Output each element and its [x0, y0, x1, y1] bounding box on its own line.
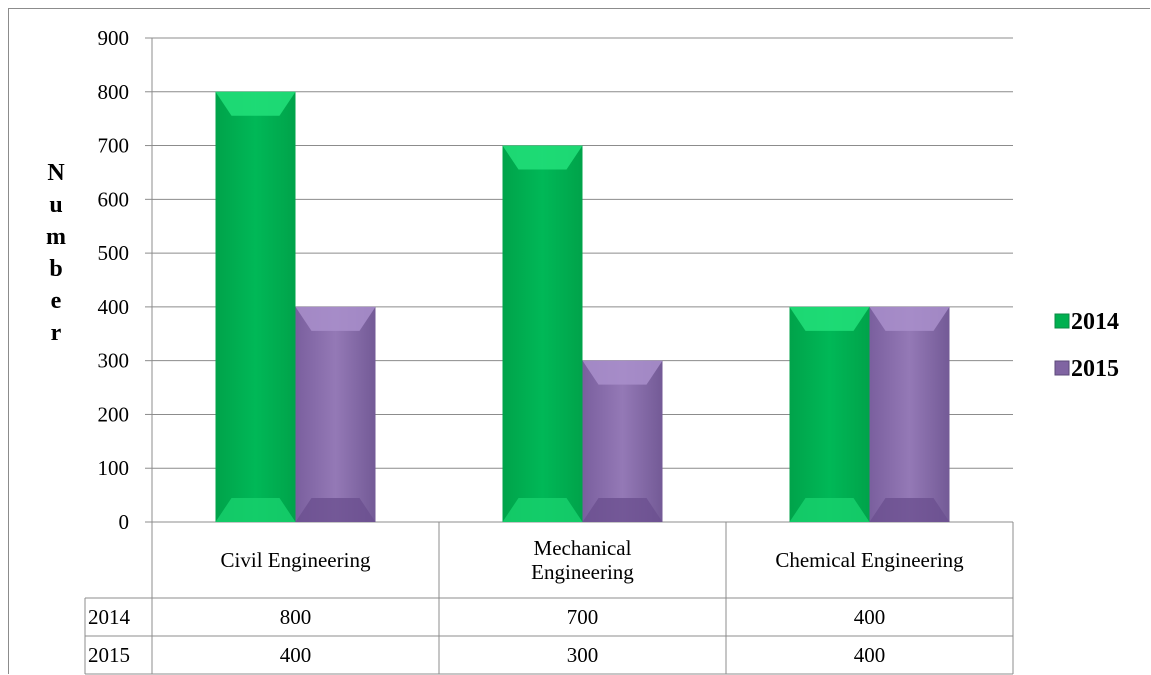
bar-top-bevel	[789, 306, 870, 331]
chart-frame	[8, 8, 1150, 674]
table-series-label: 2014	[88, 605, 131, 629]
bars	[215, 91, 950, 523]
bar-top-bevel	[869, 306, 950, 331]
bar-bottom-bevel	[582, 498, 663, 522]
y-tick-label: 900	[98, 26, 130, 50]
bar-2014-0	[215, 91, 296, 523]
y-tick-label: 100	[98, 456, 130, 480]
bar-body	[502, 145, 583, 523]
y-tick-label: 300	[98, 349, 130, 373]
bar-bottom-bevel	[789, 498, 870, 522]
bar-top-bevel	[295, 306, 376, 331]
x-category-label: Chemical Engineering	[775, 548, 964, 572]
y-tick-label: 0	[119, 510, 130, 534]
bar-2015-1	[582, 360, 663, 522]
bar-bottom-bevel	[215, 498, 296, 522]
bar-body	[869, 306, 950, 522]
bar-bottom-bevel	[502, 498, 583, 522]
table-value-cell: 400	[854, 643, 886, 667]
table-value-cell: 800	[280, 605, 312, 629]
bar-top-bevel	[582, 360, 663, 385]
data-table: Civil Engineering Mechanical Engineering Ch…	[84, 522, 1014, 675]
legend-swatch	[1054, 313, 1070, 329]
bar-body	[295, 306, 376, 522]
x-category-label: Civil Engineering	[221, 548, 371, 572]
y-tick-label: 800	[98, 80, 130, 104]
y-tick-label: 600	[98, 187, 130, 211]
bar-body	[789, 306, 870, 522]
table-value-cell: 300	[567, 643, 599, 667]
bar-body	[582, 360, 663, 522]
y-tick-label: 700	[98, 134, 130, 158]
bar-body	[215, 91, 296, 523]
legend-swatch	[1054, 360, 1070, 376]
y-axis-label-letter: e	[51, 288, 62, 314]
y-axis-ticks: 0 100 200 300 400 500 600 700 800 900	[98, 26, 130, 534]
y-axis-label-letter: m	[46, 224, 66, 250]
y-tick-label: 200	[98, 402, 130, 426]
x-category-label: Mechanical Engineering	[531, 536, 634, 584]
y-axis-label-letter: r	[51, 320, 62, 346]
bar-top-bevel	[215, 91, 296, 116]
bar-bottom-bevel	[295, 498, 376, 522]
y-tick-label: 500	[98, 241, 130, 265]
bar-top-bevel	[502, 145, 583, 170]
table-value-cell: 400	[280, 643, 312, 667]
legend: 2014 2015	[1054, 309, 1119, 382]
legend-item-2015: 2015	[1054, 356, 1119, 382]
bar-2015-2	[869, 306, 950, 522]
y-axis-label-letter: u	[49, 192, 62, 218]
legend-item-2014: 2014	[1054, 309, 1119, 335]
table-value-cell: 400	[854, 605, 886, 629]
table-value-cell: 700	[567, 605, 599, 629]
legend-label: 2015	[1071, 356, 1119, 382]
y-axis-label-letter: N	[47, 160, 65, 186]
bar-bottom-bevel	[869, 498, 950, 522]
bar-2014-2	[789, 306, 870, 522]
bar-2015-0	[295, 306, 376, 522]
y-tick-label: 400	[98, 295, 130, 319]
bar-2014-1	[502, 145, 583, 523]
legend-label: 2014	[1071, 309, 1119, 335]
table-series-label: 2015	[88, 643, 130, 667]
y-axis-label-letter: b	[49, 256, 62, 282]
